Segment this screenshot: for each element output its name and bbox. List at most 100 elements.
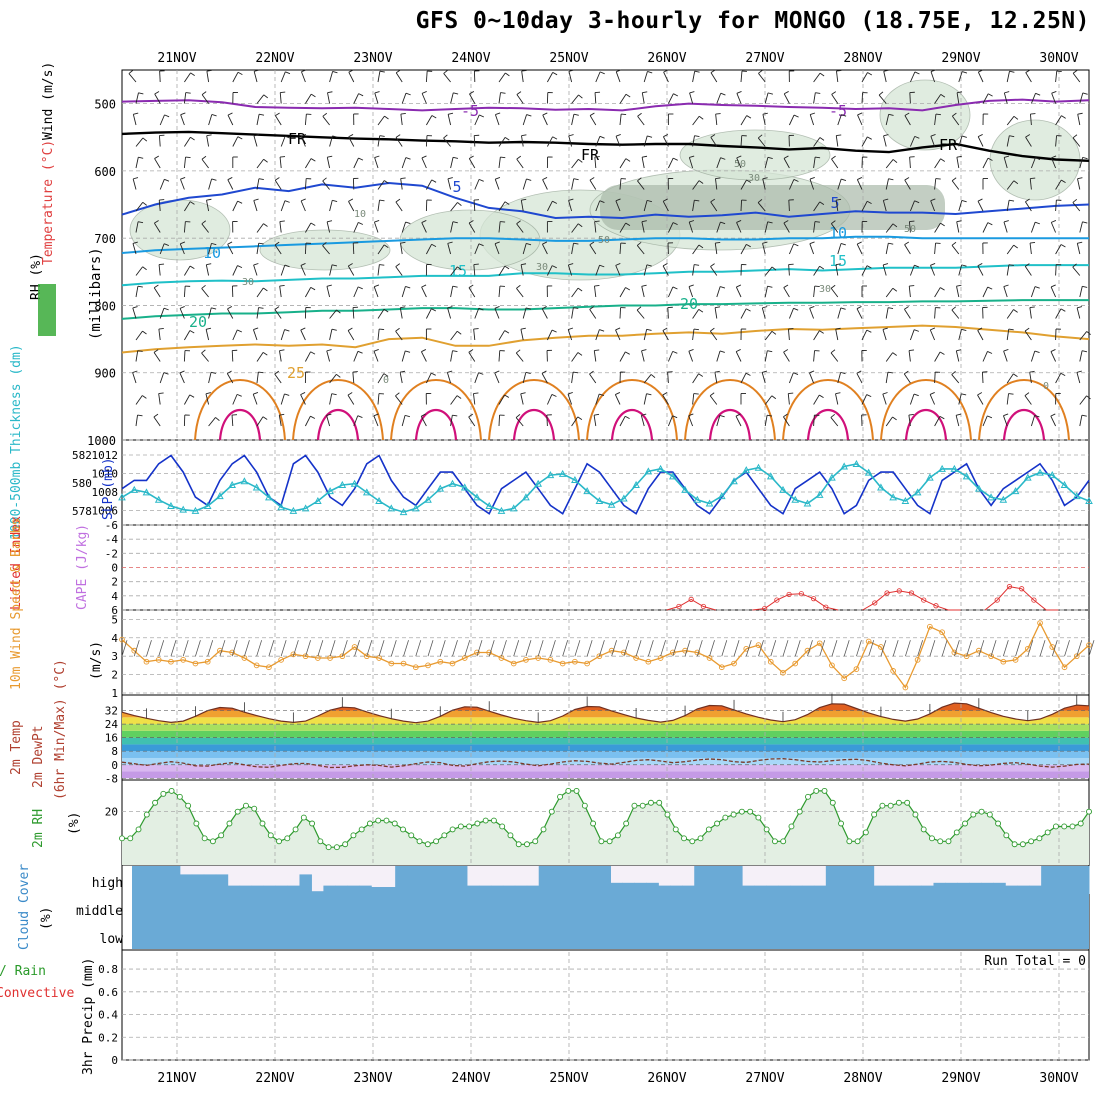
wind-barb-flag: [568, 327, 574, 330]
wind-barb: [1079, 157, 1084, 169]
wind-barb: [227, 179, 234, 190]
wind-point: [829, 662, 835, 669]
cloud-high-bar: [730, 866, 743, 895]
wind-barb: [882, 393, 887, 405]
wind-barb: [667, 222, 674, 233]
wind-barb: [667, 415, 673, 427]
wind-barb: [740, 308, 747, 319]
cloud-high-bar: [311, 891, 324, 895]
wind-barb: [132, 243, 137, 255]
thickness-point: [889, 493, 897, 501]
rh-point: [532, 838, 539, 845]
wind-barb: [589, 244, 597, 255]
rh-point: [664, 811, 671, 818]
xtick-top-23NOV: 23NOV: [353, 51, 392, 66]
wind-barb: [474, 372, 479, 384]
rh-point: [937, 838, 944, 845]
wind-barb-flag: [694, 264, 700, 266]
ylabel-wind: Wind (m/s): [41, 62, 56, 140]
wind-barb-flag: [688, 349, 694, 352]
wind-barb-flag: [259, 113, 265, 116]
wind-barb-10m: [158, 640, 165, 657]
wind-barb-flag: [642, 91, 648, 94]
wind-barb: [468, 158, 476, 169]
wind-barb-10m: [244, 640, 250, 657]
wind-barb: [1006, 329, 1010, 341]
wind-barb-flag: [819, 394, 824, 399]
wind-barb: [619, 287, 626, 298]
wind-barb: [619, 242, 622, 255]
wind-barb-flag: [384, 115, 389, 120]
wind-barb-flag: [882, 392, 888, 395]
wind-barb: [956, 92, 960, 104]
wind-barb: [305, 222, 312, 233]
wind-barb-flag: [1009, 199, 1015, 202]
temp-band-9: [122, 710, 1089, 718]
wind-barb: [619, 351, 626, 362]
wind-barb: [1006, 244, 1015, 255]
thickness-point: [705, 499, 714, 507]
wind-barb: [253, 264, 258, 276]
rh-point: [127, 835, 134, 842]
wind-barb: [274, 309, 282, 319]
wind-barb: [159, 308, 165, 319]
wind-barb-flag: [1013, 309, 1018, 313]
wind-barb: [252, 394, 258, 405]
wind-barb-flag: [456, 395, 462, 399]
wind-barb: [813, 330, 820, 341]
wind-point: [731, 660, 737, 667]
thickness-point: [742, 466, 751, 474]
wind-barb-flag: [715, 306, 721, 309]
wind-barb: [710, 137, 718, 147]
wind-point: [351, 644, 358, 650]
wind-barb-10m: [758, 640, 764, 657]
wind-barb-flag: [637, 112, 642, 117]
wind-barb-10m: [892, 640, 899, 657]
rh-point: [342, 841, 349, 848]
wind-barb-flag: [336, 309, 341, 314]
wind-barb-flag: [516, 220, 521, 225]
isotherm-30-arc-0: [194, 379, 286, 441]
wind-barb-flag: [142, 395, 147, 399]
isotherm-label-1: -5: [829, 102, 847, 120]
wind-barb-flag: [736, 91, 742, 94]
wind-barb: [279, 286, 282, 298]
wind-barb: [595, 265, 600, 276]
rh-point: [317, 838, 324, 845]
wind-barb: [909, 92, 911, 104]
wind-point: [253, 662, 260, 669]
wind-barb: [201, 94, 209, 104]
wind-barb-flag: [357, 286, 363, 290]
wind-barb: [516, 223, 524, 233]
wind-barb-flag: [831, 220, 836, 224]
wind-barb-flag: [301, 69, 307, 73]
wind-barb: [400, 178, 403, 190]
wind-barb-flag: [878, 91, 884, 96]
rh-point: [598, 838, 605, 845]
wind-barb: [813, 266, 820, 276]
wind-point: [572, 658, 578, 665]
wind-barb: [498, 286, 501, 298]
wind-barb-flag: [274, 241, 280, 246]
thickness-point: [620, 494, 628, 502]
wind-barb: [274, 180, 282, 190]
wind-barb: [813, 394, 820, 405]
cloud-high-bar: [885, 885, 899, 895]
wind-barb-flag: [159, 263, 165, 266]
wind-barb-flag: [689, 91, 695, 94]
wind-barb: [132, 114, 137, 126]
xtick-top-24NOV: 24NOV: [451, 51, 490, 66]
wind-barb: [594, 157, 597, 169]
thickness-point: [938, 464, 946, 472]
wind-barb-flag: [987, 157, 993, 161]
wind-barb-flag: [1086, 331, 1091, 335]
ytick-slp-1008: 1008: [92, 486, 119, 499]
wind-barb: [955, 350, 960, 362]
lifted-index-point: [700, 603, 707, 610]
wind-barb: [179, 308, 185, 319]
wind-barb-10m: [231, 640, 238, 657]
isotherm-20: [121, 299, 1089, 320]
wind-barb-flag: [452, 414, 458, 417]
wind-barb-flag: [1024, 263, 1030, 267]
cloud-high-bar: [466, 885, 480, 895]
